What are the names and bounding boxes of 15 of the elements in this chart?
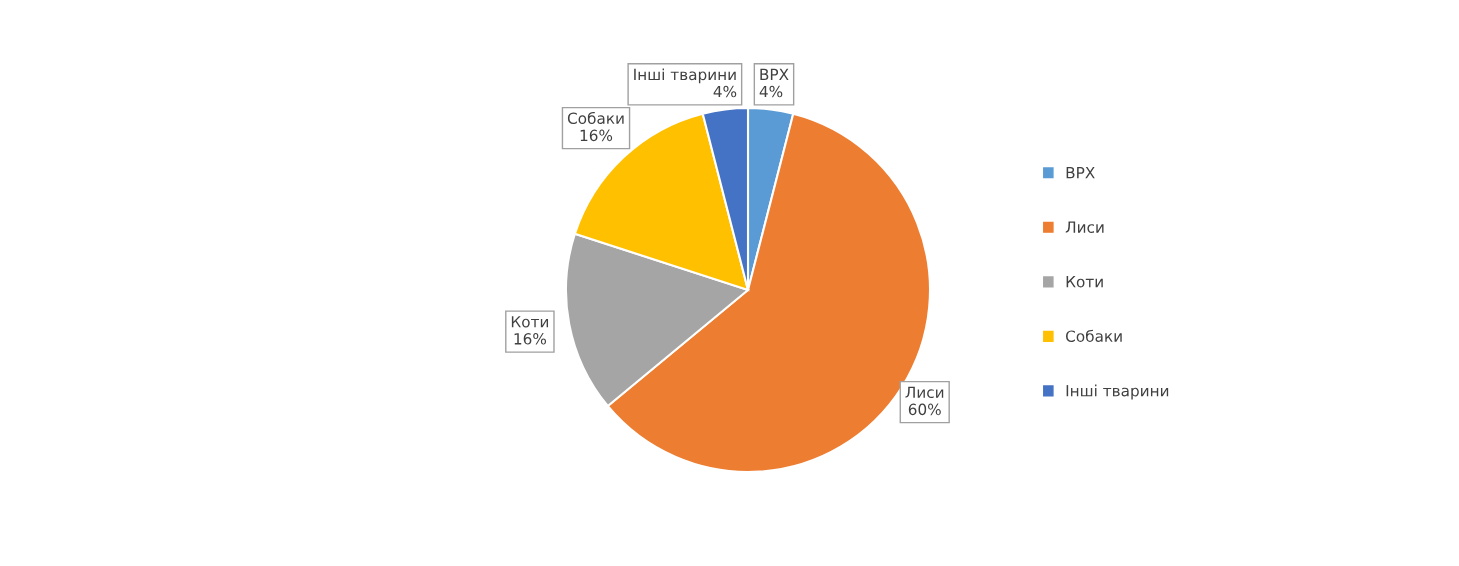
data-label: 4%	[713, 85, 737, 98]
data-label: 4%	[759, 85, 783, 98]
data-label: 16%	[514, 333, 547, 345]
data-label: 16%	[580, 129, 613, 142]
slice-label: Коти	[511, 316, 549, 328]
slice-label: ВРХ	[760, 68, 789, 80]
slice-label: Лиси	[905, 386, 944, 399]
legend-label: Собаки	[1066, 329, 1122, 342]
legend-label: Інші тварини	[1066, 384, 1169, 400]
slice-label: Інші тварини	[634, 68, 736, 84]
legend-label: ВРХ	[1066, 167, 1095, 179]
slice-label: Собаки	[567, 111, 624, 125]
legend-label: Лиси	[1065, 221, 1104, 233]
legend-label: Коти	[1066, 276, 1103, 288]
data-label: 60%	[908, 403, 941, 416]
